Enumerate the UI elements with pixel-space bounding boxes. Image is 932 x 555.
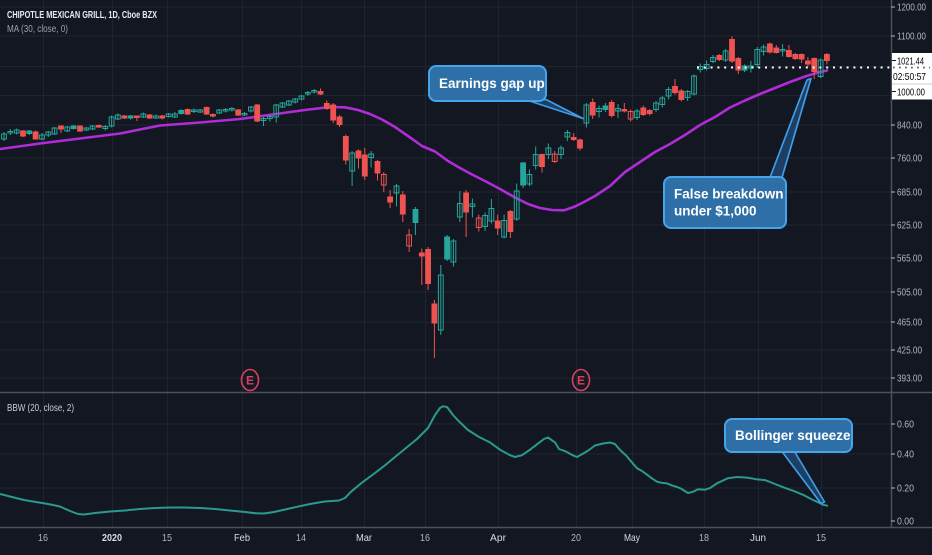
svg-text:625.00: 625.00 <box>897 220 922 232</box>
svg-text:May: May <box>624 532 641 544</box>
svg-text:False breakdown: False breakdown <box>674 187 784 202</box>
svg-text:425.00: 425.00 <box>897 345 922 357</box>
svg-text:under $1,000: under $1,000 <box>674 204 757 219</box>
svg-text:15: 15 <box>816 532 826 544</box>
svg-text:1000.00: 1000.00 <box>897 87 925 99</box>
svg-text:20: 20 <box>571 532 581 544</box>
svg-text:0.00: 0.00 <box>897 516 914 528</box>
svg-text:E: E <box>577 374 585 388</box>
svg-text:565.00: 565.00 <box>897 253 922 265</box>
svg-text:CHIPOTLE MEXICAN GRILL, 1D, Cb: CHIPOTLE MEXICAN GRILL, 1D, Cboe BZX <box>7 9 157 21</box>
svg-text:0.20: 0.20 <box>897 483 914 495</box>
svg-text:Jun: Jun <box>750 532 766 544</box>
svg-text:840.00: 840.00 <box>897 120 922 132</box>
svg-text:16: 16 <box>420 532 430 544</box>
svg-text:505.00: 505.00 <box>897 287 922 299</box>
svg-text:Feb: Feb <box>234 532 250 544</box>
svg-text:393.00: 393.00 <box>897 373 922 385</box>
svg-text:16: 16 <box>38 532 48 544</box>
svg-text:1021.44: 1021.44 <box>897 56 924 68</box>
svg-text:465.00: 465.00 <box>897 317 922 329</box>
svg-text:BBW (20, close, 2): BBW (20, close, 2) <box>7 402 74 414</box>
svg-text:0.60: 0.60 <box>897 419 914 431</box>
svg-text:760.00: 760.00 <box>897 153 922 165</box>
svg-text:1200.00: 1200.00 <box>897 2 926 14</box>
svg-text:0.40: 0.40 <box>897 449 914 461</box>
svg-text:E: E <box>246 374 254 388</box>
svg-text:Earnings gap up: Earnings gap up <box>439 76 545 91</box>
svg-text:02:50:57: 02:50:57 <box>893 71 926 83</box>
svg-text:1100.00: 1100.00 <box>897 31 926 43</box>
svg-text:15: 15 <box>162 532 172 544</box>
svg-text:14: 14 <box>296 532 306 544</box>
svg-text:2020: 2020 <box>102 532 122 544</box>
svg-text:685.00: 685.00 <box>897 187 922 199</box>
svg-text:Bollinger squeeze: Bollinger squeeze <box>735 428 851 443</box>
svg-text:MA (30, close, 0): MA (30, close, 0) <box>7 23 68 35</box>
svg-text:Apr: Apr <box>490 532 506 544</box>
svg-text:18: 18 <box>699 532 709 544</box>
svg-text:Mar: Mar <box>356 532 372 544</box>
